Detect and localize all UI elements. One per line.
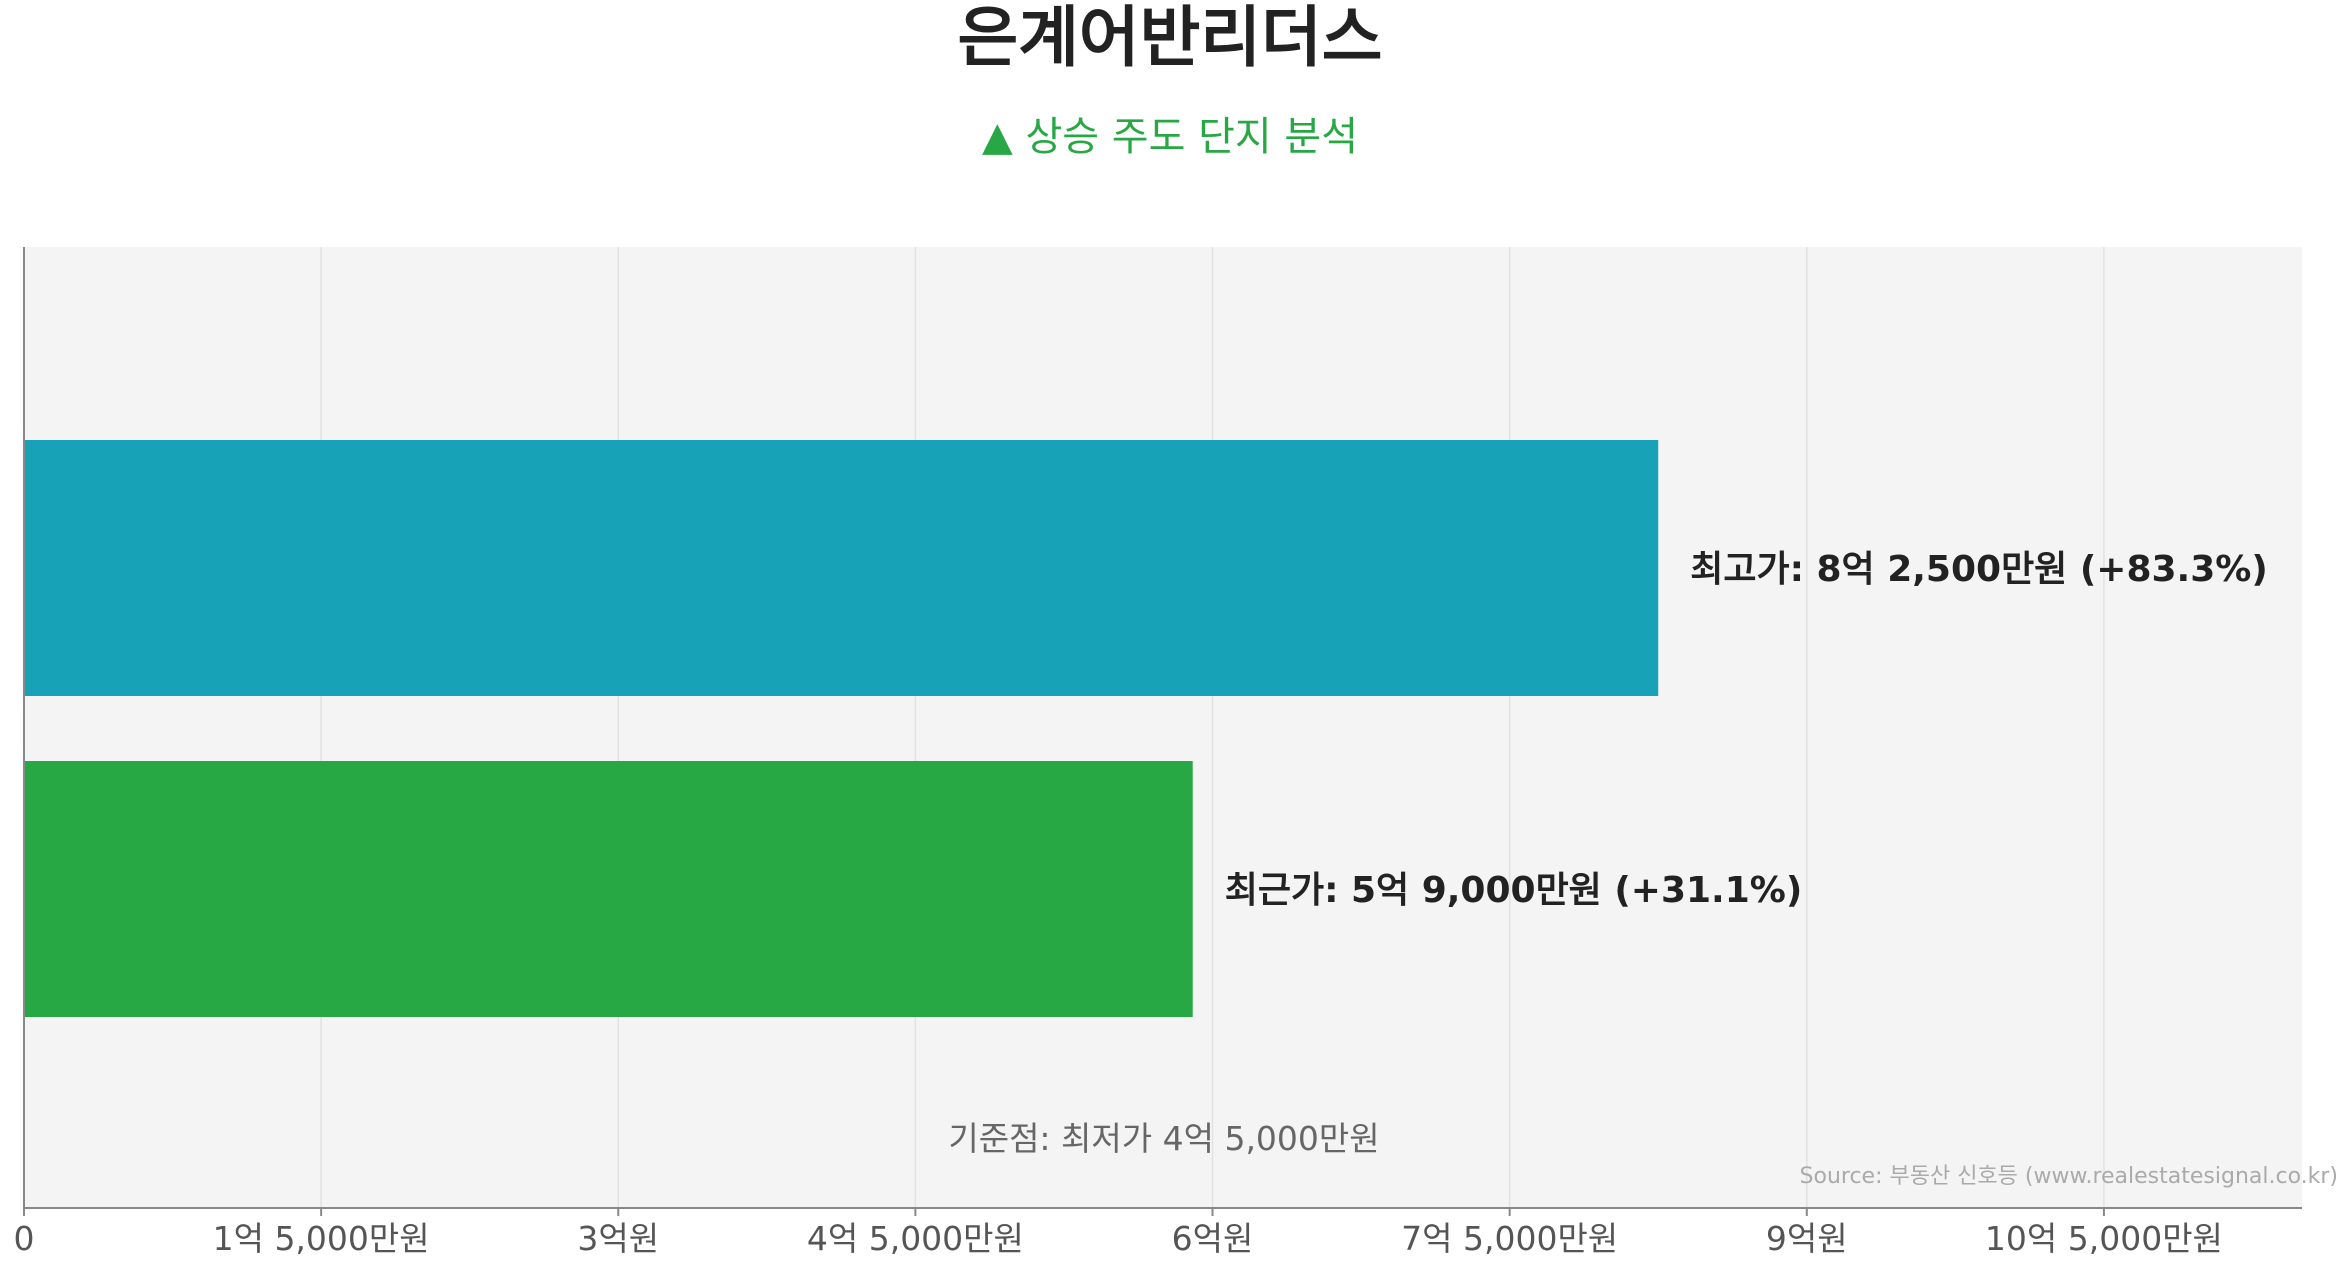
bar-highest-price — [24, 440, 1659, 696]
baseline-label: 기준점: 최저가 4억 5,000만원 — [948, 1119, 1379, 1158]
x-tick-label: 0 — [14, 1219, 35, 1258]
bar-label: 최고가: 8억 2,500만원 (+83.3%) — [1690, 549, 2268, 590]
bar-label: 최근가: 5억 9,000만원 (+31.1%) — [1225, 870, 1803, 911]
x-tick-label: 1억 5,000만원 — [213, 1219, 430, 1258]
x-tick-label: 4억 5,000만원 — [807, 1219, 1024, 1258]
plot-area — [24, 247, 2302, 1208]
x-tick-label: 6억원 — [1172, 1219, 1254, 1258]
bars: 최고가: 8억 2,500만원 (+83.3%) 최근가: 5억 9,000만원 … — [24, 440, 2268, 1017]
chart-subtitle: ▲ 상승 주도 단지 분석 — [982, 114, 1358, 160]
x-tick-label: 9억원 — [1766, 1219, 1848, 1258]
bar-recent-price — [24, 761, 1193, 1017]
chart-title: 은계어반리더스 — [957, 0, 1382, 76]
x-tick-label: 10억 5,000만원 — [1985, 1219, 2223, 1258]
source-label: Source: 부동산 신호등 (www.realestatesignal.co… — [1800, 1164, 2338, 1189]
x-tick-label: 3억원 — [577, 1219, 659, 1258]
grid-lines — [320, 247, 2105, 1208]
x-tick-label: 7억 5,000만원 — [1401, 1219, 1618, 1258]
x-axis-ticks: 0 1억 5,000만원 3억원 4억 5,000만원 6억원 7억 5,000만원 9억원… — [14, 1208, 2223, 1258]
